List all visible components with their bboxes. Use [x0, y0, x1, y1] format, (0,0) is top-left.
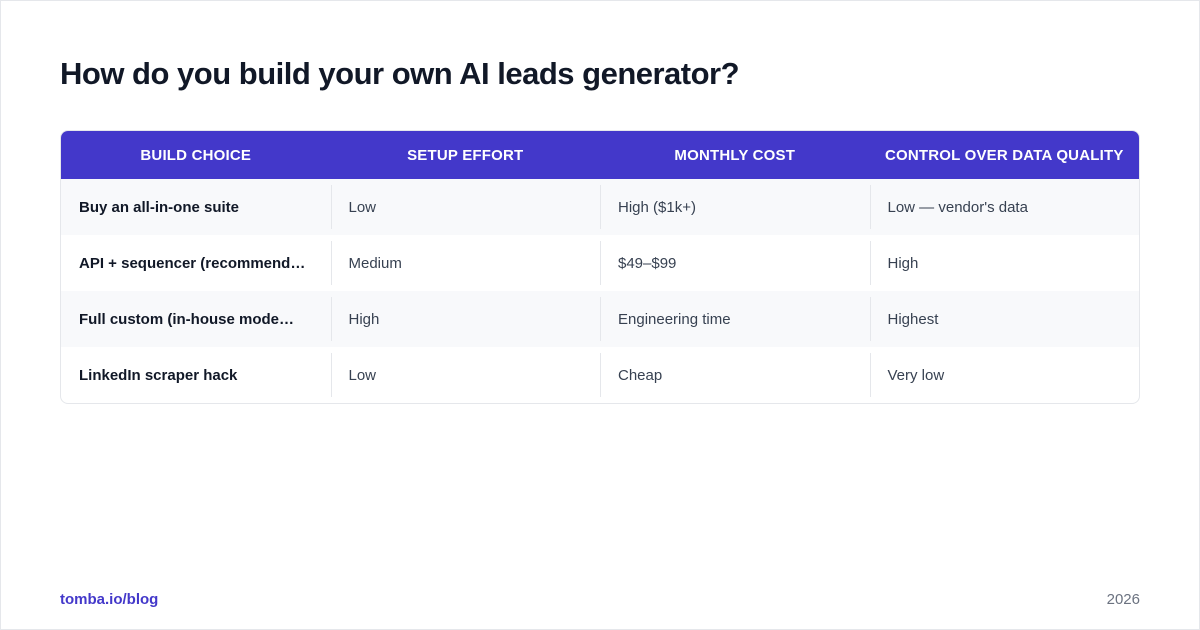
source-link[interactable]: tomba.io/blog — [60, 591, 159, 608]
column-header: BUILD CHOICE — [140, 146, 252, 164]
table-cell: Highest — [869, 291, 1140, 347]
table-cell: $49–$99 — [600, 235, 870, 291]
table-body: Buy an all-in-one suite Low High ($1k+) Low… — [61, 179, 1139, 403]
table: BUILD CHOICE SETUP EFFORT MONTHLY COST CONT… — [60, 130, 1140, 404]
column-header: CONTROL OVER DATA QUALITY — [884, 146, 1124, 164]
table-cell: High ($1k+) — [600, 179, 870, 235]
table-cell: Medium — [330, 235, 601, 291]
table-cell: Buy an all-in-one suite — [79, 198, 240, 216]
title: How do you build your own AI leads gener… — [60, 56, 740, 91]
table-row: Buy an all-in-one suite Low High ($1k+) Low… — [61, 179, 1139, 235]
column-header: MONTHLY COST — [674, 146, 796, 164]
table-header: BUILD CHOICE SETUP EFFORT MONTHLY COST CONT… — [61, 131, 1139, 179]
table-cell: LinkedIn scraper hack — [79, 366, 238, 384]
column-header: SETUP EFFORT — [407, 146, 524, 164]
table-row: LinkedIn scraper hack Low Cheap Very low — [61, 347, 1139, 403]
table-cell: Very low — [869, 347, 1140, 403]
table-cell: High — [330, 291, 601, 347]
table-cell: Full custom (in-house mode… — [79, 310, 295, 328]
table-cell: Low — vendor's data — [869, 179, 1140, 235]
table-cell: High — [869, 235, 1140, 291]
table-row: API + sequencer (recommend… Medium $49–$99… — [61, 235, 1139, 291]
table-cell: Engineering time — [600, 291, 870, 347]
table-cell: Cheap — [600, 347, 870, 403]
year: 2026 — [1106, 591, 1140, 608]
table-cell: Low — [330, 347, 601, 403]
table-row: Full custom (in-house mode… High Engineeri… — [61, 291, 1139, 347]
table-cell: API + sequencer (recommend… — [79, 254, 306, 272]
table-cell: Low — [330, 179, 601, 235]
